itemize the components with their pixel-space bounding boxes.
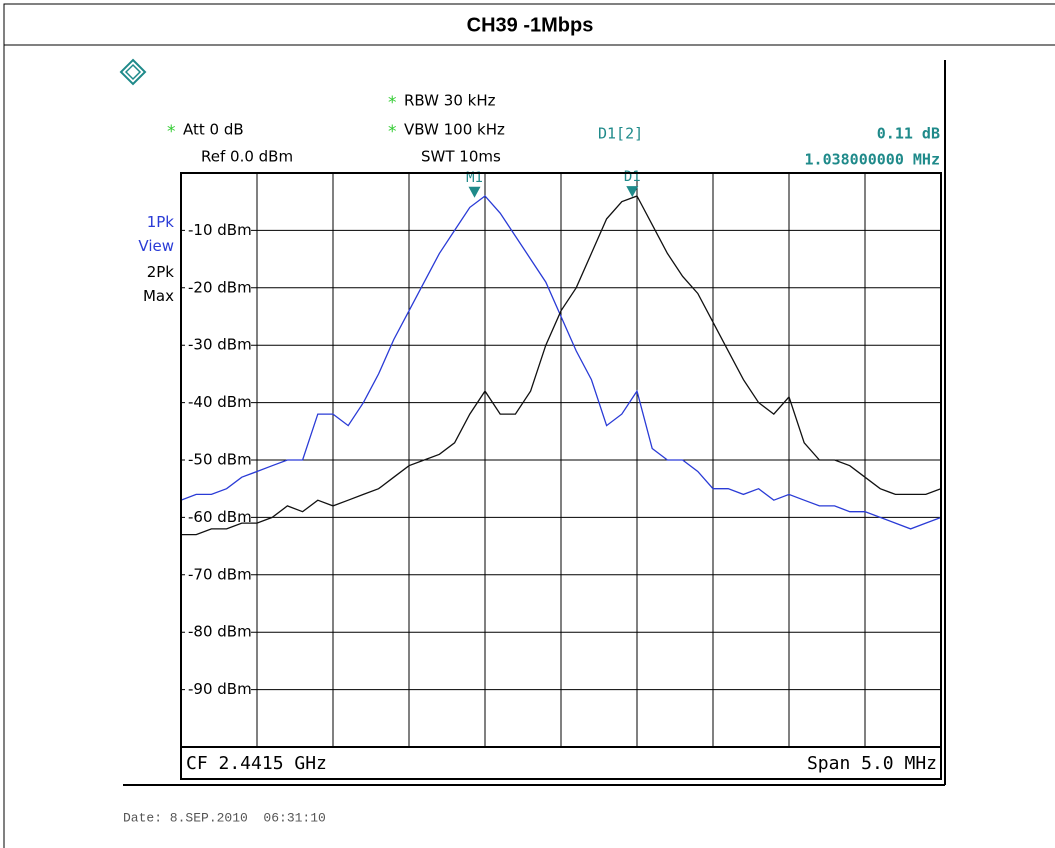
setting-flag: * xyxy=(388,93,397,113)
chart-title: CH39 -1Mbps xyxy=(467,14,594,36)
y-tick-label: -30 dBm xyxy=(188,336,252,354)
tick-label-bg xyxy=(185,564,251,585)
y-tick-label: -70 dBm xyxy=(188,565,252,583)
marker xyxy=(468,186,481,198)
legend-entry: 1Pk View xyxy=(138,213,174,255)
tick-label-bg xyxy=(185,450,251,470)
setting: VBW 100 kHz xyxy=(404,121,505,139)
tick-label-bg xyxy=(185,277,251,298)
tick-label-bg xyxy=(185,507,251,528)
marker-readout: 1.038000000 MHz xyxy=(805,151,940,169)
tick-label-bg xyxy=(185,220,251,241)
marker-label: D1 xyxy=(624,169,641,185)
marker xyxy=(626,186,639,198)
span: Span 5.0 MHz xyxy=(807,753,937,774)
plot-border xyxy=(180,172,942,748)
y-tick-label: -80 dBm xyxy=(188,623,252,641)
tick-label-bg xyxy=(185,335,251,356)
marker-readout-name: D1[2] xyxy=(598,125,643,143)
tick-label-bg xyxy=(185,622,251,643)
setting: SWT 10ms xyxy=(421,148,501,166)
legend-entry: 2Pk Max xyxy=(142,263,174,305)
y-tick-label: -60 dBm xyxy=(188,508,252,526)
setting-flag: * xyxy=(167,122,176,142)
y-tick-label: -90 dBm xyxy=(188,680,252,698)
logo xyxy=(119,58,147,86)
y-tick-label: -10 dBm xyxy=(188,221,252,239)
setting: Ref 0.0 dBm xyxy=(201,148,293,166)
y-tick-label: -50 dBm xyxy=(188,451,252,469)
center-frequency: CF 2.4415 GHz xyxy=(186,753,327,774)
setting: RBW 30 kHz xyxy=(404,92,496,110)
trace xyxy=(182,195,940,536)
setting: Att 0 dB xyxy=(183,121,244,139)
trace xyxy=(182,195,940,530)
date: Date: 8.SEP.2010 06:31:10 xyxy=(123,810,326,825)
tick-label-bg xyxy=(185,392,251,413)
setting-flag: * xyxy=(388,122,397,142)
y-tick-label: -20 dBm xyxy=(188,278,252,296)
tick-label-bg xyxy=(185,679,251,700)
status-bar xyxy=(180,746,942,780)
traces xyxy=(182,195,940,536)
marker-readout: 0.11 dB xyxy=(877,125,940,143)
y-tick-label: -40 dBm xyxy=(188,393,252,411)
